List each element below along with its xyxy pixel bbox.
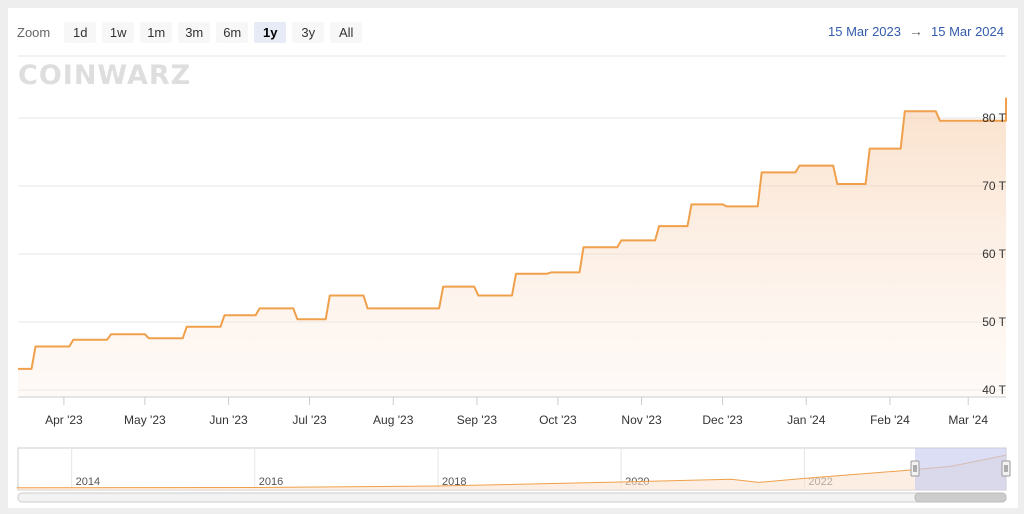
scrollbar-thumb[interactable] [914,492,1007,503]
y-axis-tick-label: 70 T [982,179,1006,193]
zoom-button-1d[interactable]: 1d [64,21,97,43]
y-axis-tick-label: 60 T [982,247,1006,261]
zoom-button-1w[interactable]: 1w [102,21,135,43]
zoom-button-1y[interactable]: 1y [254,21,287,43]
navigator-year-label: 2016 [259,476,283,488]
x-axis-tick-label: Jul '23 [292,413,327,427]
navigator-year-label: 2018 [442,476,466,488]
x-axis-tick-label: Nov '23 [621,413,662,427]
series-line [18,97,1007,370]
zoom-button-all[interactable]: All [330,21,363,43]
x-axis-tick-label: Feb '24 [870,413,910,427]
coinwarz-watermark-logo: COINWARZ [18,60,191,91]
y-axis-tick-label: 40 T [982,383,1006,397]
zoom-button-1m[interactable]: 1m [140,21,173,43]
navigator-selected-range [915,448,1006,490]
x-axis-tick-label: Apr '23 [45,413,83,427]
y-axis-tick-label: 80 T [982,111,1006,125]
range-arrow-icon: → [909,23,923,39]
x-axis-tick-label: Jan '24 [787,413,826,427]
x-axis-tick-label: Oct '23 [539,413,577,427]
navigator-year-label: 2014 [76,476,100,488]
date-range-display: 15 Mar 2023 → 15 Mar 2024 [828,23,1004,39]
range-to-input[interactable]: 15 Mar 2024 [931,23,1004,39]
zoom-button-6m[interactable]: 6m [216,21,249,43]
zoom-button-3y[interactable]: 3y [292,21,325,43]
zoom-button-3m[interactable]: 3m [178,21,211,43]
scrollbar-track [17,492,1007,503]
zoom-label: Zoom [17,24,51,40]
x-axis-tick-label: Mar '24 [948,413,988,427]
x-axis-tick-label: Aug '23 [373,413,414,427]
x-axis-tick-label: Jun '23 [209,413,248,427]
navigator-area [16,455,1006,490]
navigator-right-handle[interactable] [1001,460,1011,477]
y-axis-tick-label: 50 T [982,315,1006,329]
x-axis-tick-label: Sep '23 [457,413,498,427]
navigator-left-handle[interactable] [910,460,920,477]
range-from-input[interactable]: 15 Mar 2023 [828,23,901,39]
series-area-fill [18,97,1006,397]
x-axis-tick-label: May '23 [124,413,166,427]
zoom-toolbar: Zoom 1d 1w 1m 3m 6m 1y 3y All [17,21,363,43]
x-axis-tick-label: Dec '23 [702,413,743,427]
